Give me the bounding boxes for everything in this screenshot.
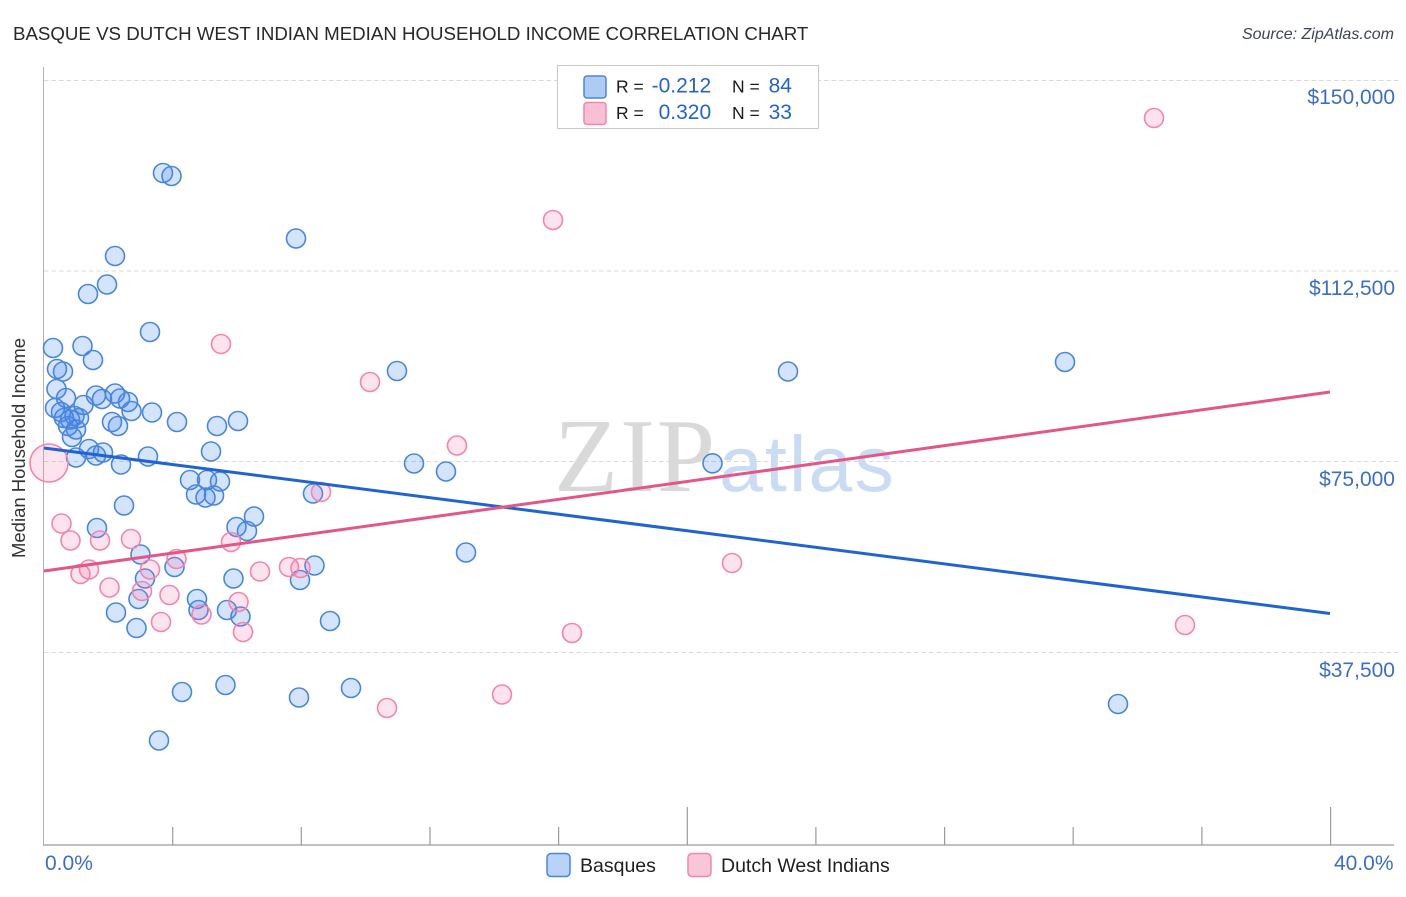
svg-text:$112,500: $112,500	[1309, 277, 1395, 300]
svg-text:0.0%: 0.0%	[45, 852, 93, 875]
svg-text:Source: ZipAtlas.com: Source: ZipAtlas.com	[1242, 26, 1394, 43]
svg-text:ZIP: ZIP	[554, 397, 717, 514]
svg-text:BASQUE VS DUTCH WEST INDIAN ME: BASQUE VS DUTCH WEST INDIAN MEDIAN HOUSE…	[13, 23, 808, 44]
svg-text:$37,500: $37,500	[1319, 659, 1395, 682]
svg-text:40.0%: 40.0%	[1334, 852, 1394, 875]
svg-text:N = 33: N = 33	[732, 101, 792, 124]
svg-text:Dutch West Indians: Dutch West Indians	[721, 855, 890, 877]
svg-text:R = 0.320: R = 0.320	[616, 101, 711, 124]
svg-text:$150,000: $150,000	[1307, 86, 1395, 109]
svg-text:$75,000: $75,000	[1319, 468, 1395, 491]
svg-text:Median Household Income: Median Household Income	[8, 338, 29, 558]
svg-text:Basques: Basques	[580, 855, 656, 877]
svg-text:N = 84: N = 84	[732, 75, 792, 98]
svg-text:R = -0.212: R = -0.212	[616, 75, 711, 98]
